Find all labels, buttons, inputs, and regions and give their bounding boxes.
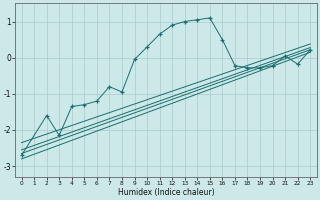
X-axis label: Humidex (Indice chaleur): Humidex (Indice chaleur) (117, 188, 214, 197)
